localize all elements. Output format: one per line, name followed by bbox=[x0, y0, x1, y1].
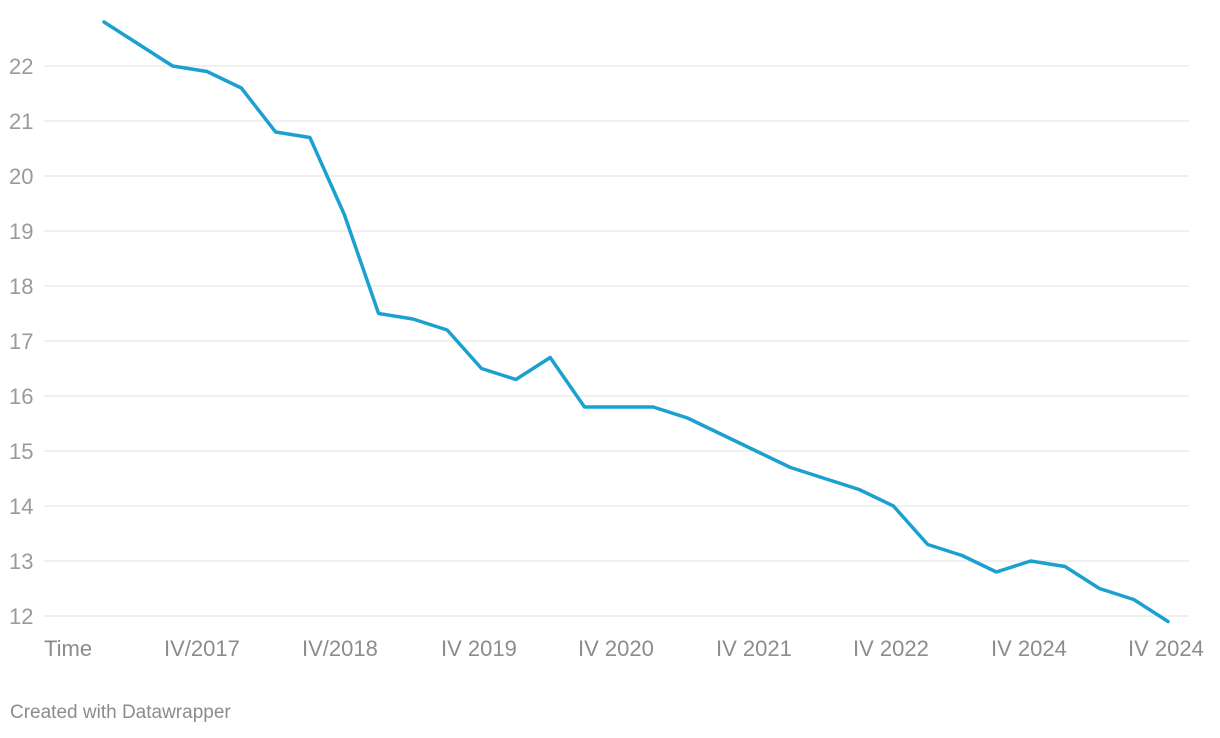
y-tick-label: 18 bbox=[9, 274, 33, 299]
y-tick-label: 15 bbox=[9, 439, 33, 464]
x-tick-label: IV 2022 bbox=[853, 636, 929, 661]
y-tick-label: 13 bbox=[9, 549, 33, 574]
y-tick-label: 12 bbox=[9, 604, 33, 629]
x-tick-label: IV/2017 bbox=[164, 636, 240, 661]
series-line bbox=[102, 20, 1170, 624]
x-tick-label: IV 2020 bbox=[578, 636, 654, 661]
y-tick-label: 19 bbox=[9, 219, 33, 244]
x-tick-label: IV 2021 bbox=[716, 636, 792, 661]
y-tick-label: 14 bbox=[9, 494, 33, 519]
y-tick-label: 21 bbox=[9, 109, 33, 134]
y-tick-label: 16 bbox=[9, 384, 33, 409]
x-tick-label: IV 2024 bbox=[991, 636, 1067, 661]
datawrapper-credit: Created with Datawrapper bbox=[10, 702, 231, 723]
y-tick-label: 17 bbox=[9, 329, 33, 354]
x-axis-ticks: Time IV/2017 IV/2018 IV 2019 IV 2020 IV 2021 I… bbox=[44, 636, 1204, 661]
y-tick-label: 20 bbox=[9, 164, 33, 189]
y-axis-ticks: 12 13 14 15 16 17 18 19 20 21 22 bbox=[9, 54, 33, 629]
y-tick-label: 22 bbox=[9, 54, 33, 79]
gridlines bbox=[44, 65, 1189, 617]
x-tick-label: IV 2024 bbox=[1128, 636, 1204, 661]
x-tick-label: IV/2018 bbox=[302, 636, 378, 661]
x-tick-label: IV 2019 bbox=[441, 636, 517, 661]
x-tick-label: Time bbox=[44, 636, 92, 661]
series-layer bbox=[102, 20, 1170, 624]
